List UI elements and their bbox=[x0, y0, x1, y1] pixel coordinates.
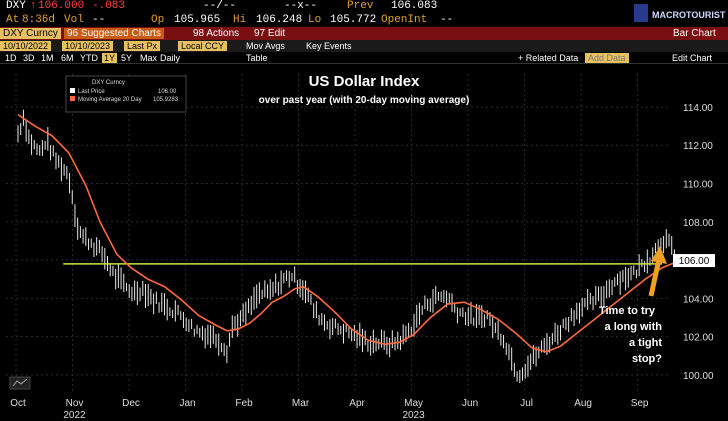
y-tick-label: 102.00 bbox=[683, 333, 714, 344]
high-label: Hi bbox=[233, 14, 247, 26]
x-tick-label: Apr bbox=[349, 398, 365, 409]
edit-chart-button[interactable]: Edit Chart bbox=[672, 53, 713, 63]
x-tick-label: Sep bbox=[631, 398, 649, 409]
time-value: 8:36d bbox=[22, 14, 56, 26]
last-price-tag-label: 106.00 bbox=[679, 256, 710, 267]
legend-swatch-ma bbox=[70, 96, 75, 101]
chart-type-label: Bar Chart bbox=[673, 28, 716, 39]
openint-value: -- bbox=[440, 14, 454, 26]
annotation: Time to try a long with a tight stop? bbox=[599, 246, 667, 365]
x-year-label: 2022 bbox=[63, 410, 86, 421]
price-change: -.083 bbox=[92, 0, 126, 12]
annotation-line-2: a long with bbox=[605, 321, 663, 333]
currency-select[interactable]: Local CCY bbox=[178, 41, 228, 51]
x-tick-label: Mar bbox=[292, 398, 310, 409]
price-type-select[interactable]: Last Px bbox=[124, 41, 161, 51]
last-price-tag: 106.00 bbox=[673, 254, 715, 268]
y-tick-label: 114.00 bbox=[683, 103, 713, 114]
x-tick-label: Jul bbox=[520, 398, 533, 409]
legend-value-ma: 105.9283 bbox=[153, 97, 179, 103]
time-label: At bbox=[6, 14, 20, 26]
x-year-label: 2023 bbox=[402, 410, 425, 421]
price-chart[interactable]: DXY Curncy Last Price 106.00 Moving Aver… bbox=[0, 64, 728, 421]
macrotourist-logo: MACROTOURIST bbox=[634, 4, 725, 24]
edit-menu[interactable]: 97 Edit bbox=[254, 28, 286, 39]
command-bar: DXY Curncy 96 Suggested Charts 98 Action… bbox=[0, 27, 728, 40]
x-tick-label: Nov bbox=[66, 398, 84, 409]
x-tick-label: Oct bbox=[10, 398, 26, 409]
macrotourist-logo-icon bbox=[634, 4, 648, 22]
volume-label: Vol bbox=[64, 14, 84, 26]
date-bar: 10/10/2022 10/10/2023 Last Px Local CCY … bbox=[0, 40, 728, 52]
chart-legend: DXY Curncy Last Price 106.00 Moving Aver… bbox=[65, 75, 187, 113]
related-data-button[interactable]: + Related Data bbox=[518, 53, 579, 63]
frequency-select[interactable]: Daily bbox=[160, 53, 181, 63]
x-tick-label: Aug bbox=[574, 398, 592, 409]
logo-text: MACROTOURIST bbox=[652, 10, 726, 20]
last-price: 106.000 bbox=[38, 0, 85, 12]
high-value: 106.248 bbox=[256, 14, 303, 26]
range-1m[interactable]: 1M bbox=[41, 53, 54, 63]
key-events-toggle[interactable]: Key Events bbox=[306, 41, 352, 51]
mov-avgs-toggle[interactable]: Mov Avgs bbox=[246, 41, 285, 51]
x-axis: Oct Nov Dec Jan Feb Mar Apr May Jun Jul Aug Sep 2022… bbox=[10, 398, 649, 421]
y-tick-label: 110.00 bbox=[683, 180, 713, 191]
x-tick-label: Jan bbox=[179, 398, 195, 409]
open-value: 105.965 bbox=[174, 14, 221, 26]
quote-header-row2: At 8:36d Vol -- Op 105.965 Hi 106.248 Lo… bbox=[0, 14, 728, 27]
range-3d[interactable]: 3D bbox=[23, 53, 35, 63]
legend-entry-last: Last Price bbox=[78, 89, 105, 95]
date-from-field[interactable]: 10/10/2022 bbox=[0, 41, 52, 51]
prev-label: Prev bbox=[347, 0, 374, 12]
open-label: Op bbox=[151, 14, 165, 26]
y-tick-label: 112.00 bbox=[683, 141, 713, 152]
legend-title: DXY Curncy bbox=[92, 80, 125, 86]
moving-average-line bbox=[17, 113, 677, 353]
x-tick-label: Feb bbox=[235, 398, 253, 409]
range-6m[interactable]: 6M bbox=[61, 53, 74, 63]
x-tick-label: May bbox=[404, 398, 423, 409]
chart-subtitle: over past year (with 20-day moving avera… bbox=[259, 95, 470, 106]
legend-entry-ma: Moving Average 20 Day bbox=[78, 97, 142, 103]
volume-value: -- bbox=[92, 14, 106, 26]
actions-menu[interactable]: 98 Actions bbox=[193, 28, 240, 39]
date-to-field[interactable]: 10/10/2023 bbox=[62, 41, 114, 51]
security-field[interactable]: DXY Curncy bbox=[0, 28, 61, 39]
range-ytd[interactable]: YTD bbox=[80, 53, 98, 63]
x-tick-label: Dec bbox=[122, 398, 140, 409]
suggested-charts-button[interactable]: 96 Suggested Charts bbox=[64, 28, 164, 39]
low-value: 105.772 bbox=[330, 14, 377, 26]
range-1y[interactable]: 1Y bbox=[102, 53, 118, 63]
quote-header-row1: DXY ↑ 106.000 -.083 --/-- --x-- Prev 106… bbox=[0, 0, 728, 14]
y-tick-label: 100.00 bbox=[683, 371, 714, 382]
annotation-line-3: a tight bbox=[629, 337, 662, 349]
annotation-line-1: Time to try bbox=[599, 305, 656, 317]
x-tick-label: Jun bbox=[462, 398, 478, 409]
annotation-line-4: stop? bbox=[632, 353, 662, 365]
range-max[interactable]: Max bbox=[140, 53, 158, 63]
ticker[interactable]: DXY bbox=[6, 0, 26, 12]
blank-field-1: --/-- bbox=[203, 0, 237, 12]
range-bar: 1D 3D 1M 6M YTD 1Y 5Y Max Daily Table + … bbox=[0, 52, 728, 64]
low-label: Lo bbox=[308, 14, 322, 26]
add-data-input[interactable]: Add Data bbox=[585, 53, 629, 63]
table-button[interactable]: Table bbox=[246, 53, 268, 63]
range-1d[interactable]: 1D bbox=[5, 53, 17, 63]
openint-label: OpenInt bbox=[381, 14, 428, 26]
y-tick-label: 104.00 bbox=[683, 294, 714, 305]
trend-down-icon: ↑ bbox=[30, 0, 37, 12]
range-5y[interactable]: 5Y bbox=[121, 53, 133, 63]
blank-field-2: --x-- bbox=[284, 0, 318, 12]
chart-title: US Dollar Index bbox=[309, 73, 421, 90]
arrow-up-icon bbox=[648, 246, 667, 297]
legend-value-last: 106.00 bbox=[158, 89, 177, 95]
grid bbox=[6, 74, 670, 394]
prev-value: 106.083 bbox=[391, 0, 438, 12]
legend-swatch-last bbox=[70, 88, 75, 93]
chart-settings-icon[interactable] bbox=[9, 376, 31, 390]
y-tick-label: 108.00 bbox=[683, 218, 714, 229]
